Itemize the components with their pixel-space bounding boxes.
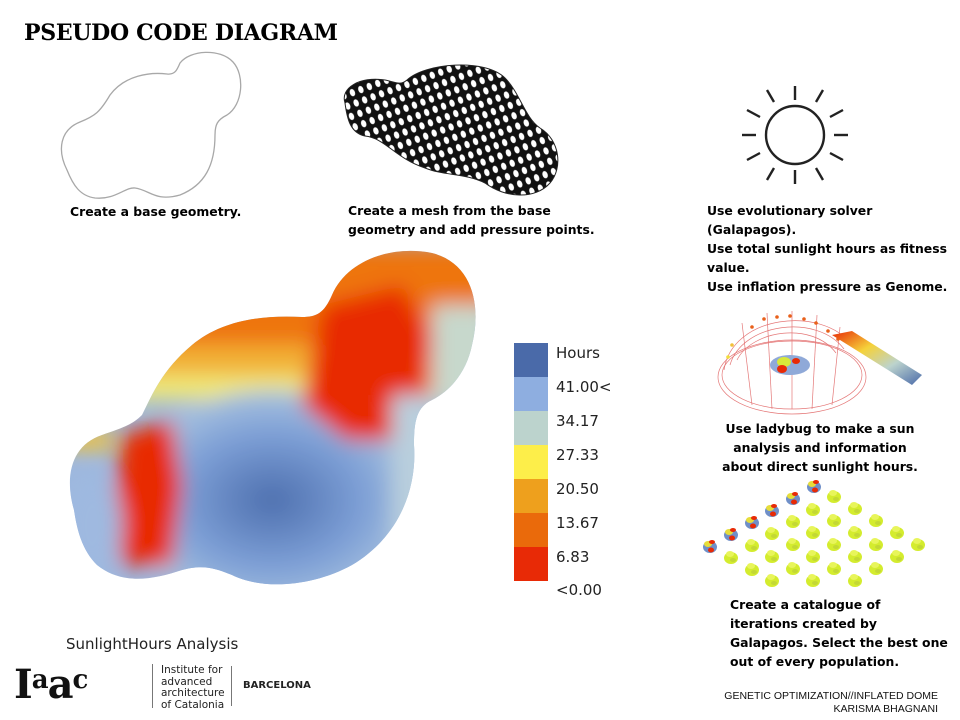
legend-swatch xyxy=(514,343,548,377)
legend-swatch xyxy=(514,411,548,445)
sunlight-heatmap xyxy=(69,250,476,585)
analysis-label: SunlightHours Analysis xyxy=(66,635,239,653)
sun-path-analysis-icon xyxy=(717,311,922,415)
logo-divider xyxy=(231,666,232,706)
project-title: GENETIC OPTIMIZATION//INFLATED DOME xyxy=(724,690,938,702)
step-2-caption: Create a mesh from the base geometry and… xyxy=(348,203,595,237)
institute-name: Institute for advanced architecture of C… xyxy=(161,664,225,711)
step-3-caption: Use evolutionary solver (Galapagos). Use… xyxy=(707,203,948,294)
step-4-caption: Use ladybug to make a sun analysis and i… xyxy=(722,421,918,474)
logo-city: BARCELONA xyxy=(243,680,311,691)
perforated-mesh-icon xyxy=(343,64,559,196)
legend-label: <0.00 xyxy=(556,581,602,599)
step-1-caption: Create a base geometry. xyxy=(70,204,242,219)
logo-divider xyxy=(152,664,153,708)
legend-label: 34.17 xyxy=(556,412,599,430)
legend-label: 6.83 xyxy=(556,548,590,566)
legend-label: 41.00< xyxy=(556,378,612,396)
legend-label: 20.50 xyxy=(556,480,599,498)
legend-swatch xyxy=(514,547,548,581)
project-credit: GENETIC OPTIMIZATION//INFLATED DOME KARI… xyxy=(724,690,938,716)
legend-swatch xyxy=(514,479,548,513)
iaac-logo: Iaac xyxy=(14,661,88,708)
legend-swatch xyxy=(514,513,548,547)
iteration-grid-icon xyxy=(703,480,925,587)
blob-outline-icon xyxy=(60,51,242,199)
step-5-caption: Create a catalogue of iterations created… xyxy=(730,597,948,669)
legend-title: Hours xyxy=(556,344,600,362)
legend-label: 13.67 xyxy=(556,514,599,532)
legend-swatch xyxy=(514,445,548,479)
author-name: KARISMA BHAGNANI xyxy=(833,703,938,715)
sun-icon xyxy=(742,86,848,184)
page-title: PSEUDO CODE DIAGRAM xyxy=(24,20,338,46)
legend-label: 27.33 xyxy=(556,446,599,464)
legend-swatch xyxy=(514,377,548,411)
